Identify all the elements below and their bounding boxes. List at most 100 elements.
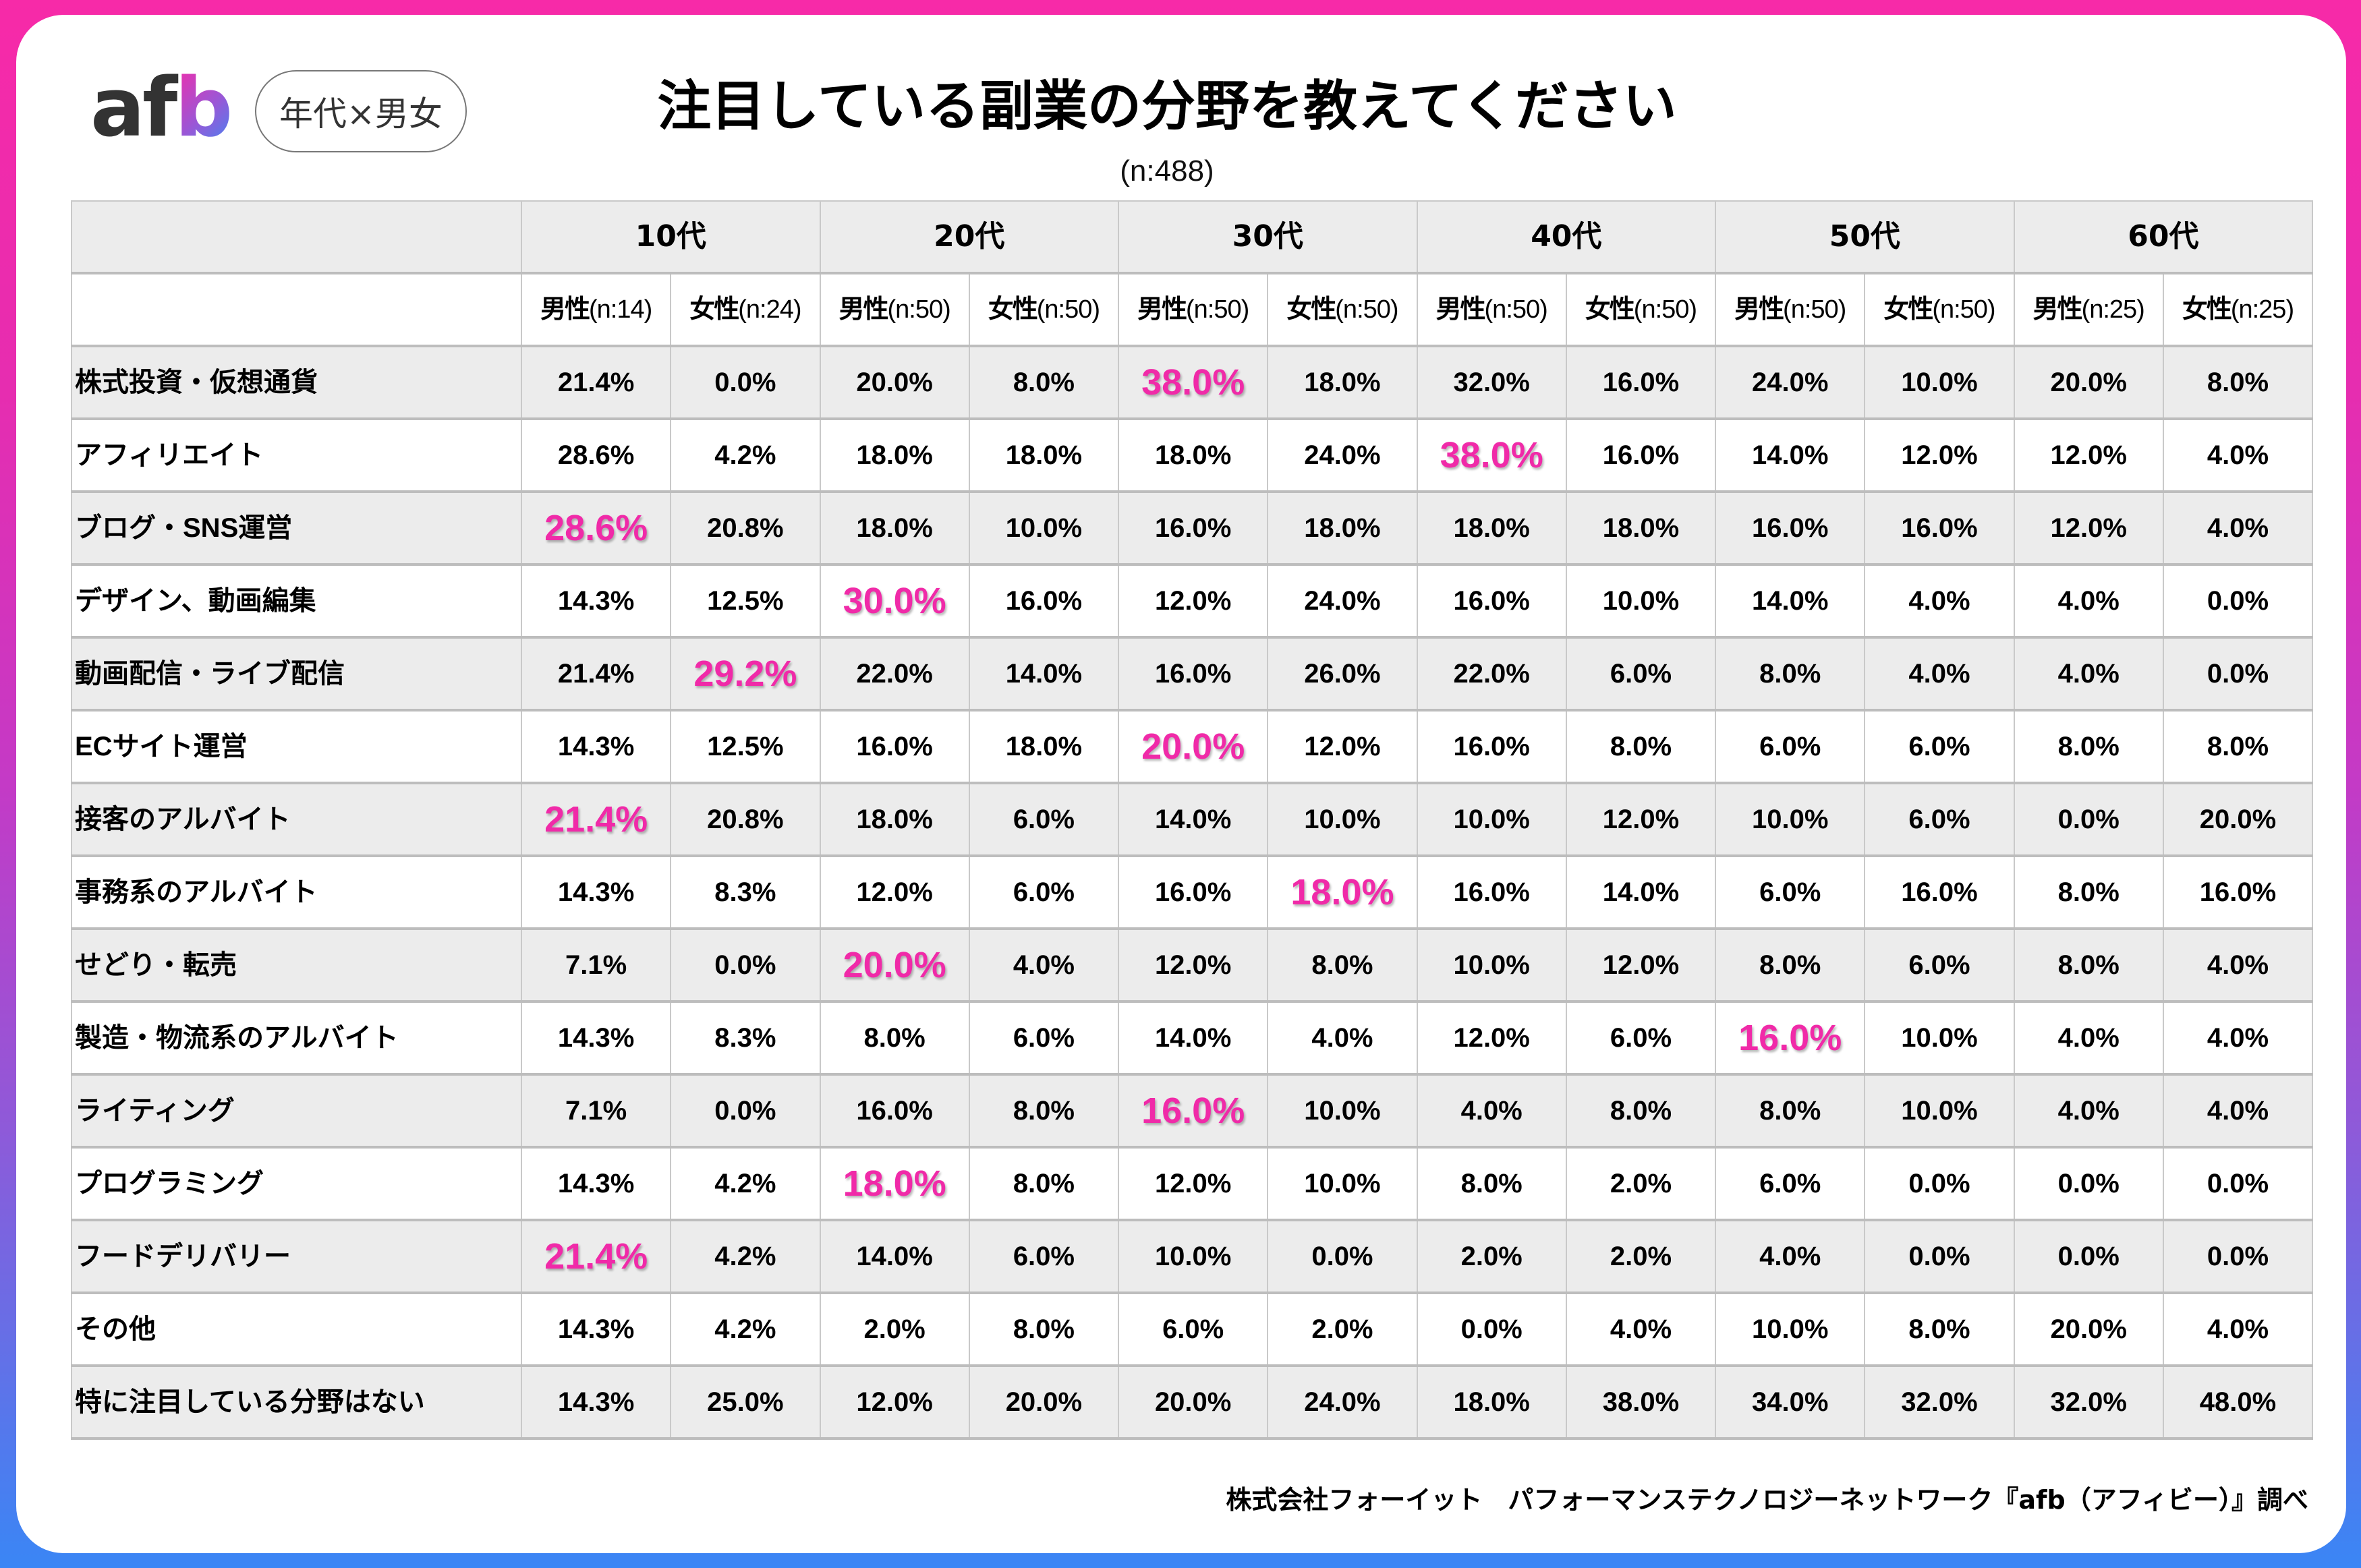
value-text: 14.0% [1751, 586, 1829, 616]
row-label: 株式投資・仮想通貨 [71, 345, 522, 420]
value-text: 4.0% [2057, 659, 2120, 689]
value-text: 6.0% [1759, 732, 1821, 761]
segment-tag: 年代×男女 [255, 70, 467, 152]
value-cell: 6.0% [1715, 855, 1866, 930]
value-cell: 18.0% [968, 418, 1120, 493]
value-cell: 0.0% [2162, 637, 2314, 712]
value-text: 6.0% [1759, 1169, 1821, 1198]
gender-header: 女性(n:24) [670, 272, 821, 347]
highlighted-value-cell: 18.0% [819, 1146, 970, 1221]
value-cell: 6.0% [968, 1219, 1120, 1294]
value-cell: 16.0% [1864, 855, 2015, 930]
value-text: 2.0% [1311, 1314, 1373, 1344]
age-group-header: 30代 [1118, 200, 1418, 274]
value-cell: 14.3% [520, 1146, 672, 1221]
value-cell: 24.0% [1267, 564, 1418, 639]
value-cell: 7.1% [520, 1074, 672, 1149]
value-text: 12.0% [1901, 440, 1978, 470]
table-row: 製造・物流系のアルバイト 14.3% 8.3% 8.0% 6.0% 14.0% 4.0% 12… [71, 1001, 2314, 1076]
row-label: ECサイト運営 [71, 709, 522, 784]
row-label: せどり・転売 [71, 928, 522, 1003]
value-text: 12.0% [856, 1387, 933, 1417]
value-text: 8.0% [1759, 1096, 1821, 1126]
value-text: 14.0% [1154, 1023, 1232, 1053]
corner-cell [71, 272, 522, 347]
value-text: 2.0% [1460, 1242, 1523, 1271]
value-cell: 8.0% [1715, 928, 1866, 1003]
value-cell: 4.0% [1416, 1074, 1567, 1149]
value-cell: 28.6% [520, 418, 672, 493]
value-text: 12.0% [1154, 950, 1232, 980]
gender-header: 女性(n:50) [1864, 272, 2015, 347]
value-text: 10.0% [1453, 950, 1530, 980]
value-text: 18.0% [856, 513, 933, 543]
value-text: 7.1% [565, 1096, 627, 1126]
value-text: 8.0% [1759, 659, 1821, 689]
value-text: 0.0% [1460, 1314, 1523, 1344]
value-cell: 20.0% [2013, 345, 2164, 420]
value-text: 25.0% [707, 1387, 784, 1417]
value-text: 6.0% [1610, 1023, 1672, 1053]
value-text: 4.2% [714, 1242, 776, 1271]
value-text: 0.0% [2057, 1242, 2120, 1271]
value-cell: 8.0% [968, 1146, 1120, 1221]
value-cell: 4.0% [2162, 1001, 2314, 1076]
row-label: 動画配信・ライブ配信 [71, 637, 522, 712]
value-text: 18.0% [1602, 513, 1680, 543]
sample-count: (n:50) [1932, 295, 1995, 324]
value-cell: 8.0% [2162, 709, 2314, 784]
value-cell: 48.0% [2162, 1365, 2314, 1440]
value-text: 8.0% [1013, 1169, 1075, 1198]
value-text: 12.0% [1453, 1023, 1530, 1053]
value-text: 18.0% [843, 1163, 946, 1204]
value-text: 16.0% [1901, 513, 1978, 543]
value-text: 8.0% [2057, 950, 2120, 980]
value-text: 14.0% [1602, 877, 1680, 907]
value-text: 8.0% [1610, 1096, 1672, 1126]
highlighted-value-cell: 16.0% [1118, 1074, 1269, 1149]
value-text: 4.2% [714, 1169, 776, 1198]
sample-count: (n:24) [738, 295, 801, 324]
row-label: フードデリバリー [71, 1219, 522, 1294]
highlighted-value-cell: 21.4% [520, 1219, 672, 1294]
table-row: 特に注目している分野はない 14.3% 25.0% 12.0% 20.0% 20.0% 24… [71, 1365, 2314, 1440]
value-text: 20.0% [2050, 368, 2127, 397]
row-label: 製造・物流系のアルバイト [71, 1001, 522, 1076]
gender-label: 女性 [2182, 293, 2232, 324]
value-text: 10.0% [1901, 1023, 1978, 1053]
value-cell: 20.8% [670, 782, 821, 857]
value-text: 10.0% [1304, 1169, 1381, 1198]
value-cell: 10.0% [1118, 1219, 1269, 1294]
value-text: 10.0% [1602, 586, 1680, 616]
value-text: 4.2% [714, 440, 776, 470]
value-text: 30.0% [843, 580, 946, 621]
value-text: 14.0% [856, 1242, 933, 1271]
row-label: アフィリエイト [71, 418, 522, 493]
value-text: 4.0% [1311, 1023, 1373, 1053]
value-cell: 10.0% [1715, 1292, 1866, 1367]
value-cell: 14.3% [520, 1001, 672, 1076]
highlighted-value-cell: 38.0% [1416, 418, 1567, 493]
value-text: 4.0% [2207, 1023, 2269, 1053]
value-cell: 4.2% [670, 1146, 821, 1221]
value-text: 28.6% [544, 507, 648, 548]
value-text: 22.0% [856, 659, 933, 689]
value-text: 4.0% [2207, 440, 2269, 470]
value-text: 18.0% [856, 805, 933, 834]
value-cell: 20.0% [968, 1365, 1120, 1440]
table-row: 接客のアルバイト 21.4% 20.8% 18.0% 6.0% 14.0% 10.0% 10.… [71, 782, 2314, 857]
value-cell: 18.0% [1267, 345, 1418, 420]
row-label: プログラミング [71, 1146, 522, 1221]
value-cell: 10.0% [1416, 928, 1567, 1003]
value-cell: 12.0% [2013, 491, 2164, 566]
value-cell: 4.0% [2162, 1292, 2314, 1367]
value-cell: 32.0% [1864, 1365, 2015, 1440]
value-cell: 6.0% [1864, 782, 2015, 857]
value-cell: 0.0% [1864, 1219, 2015, 1294]
value-text: 8.3% [714, 877, 776, 907]
value-cell: 10.0% [1565, 564, 1717, 639]
value-cell: 32.0% [1416, 345, 1567, 420]
highlighted-value-cell: 20.0% [819, 928, 970, 1003]
value-cell: 34.0% [1715, 1365, 1866, 1440]
value-text: 14.3% [557, 1387, 635, 1417]
